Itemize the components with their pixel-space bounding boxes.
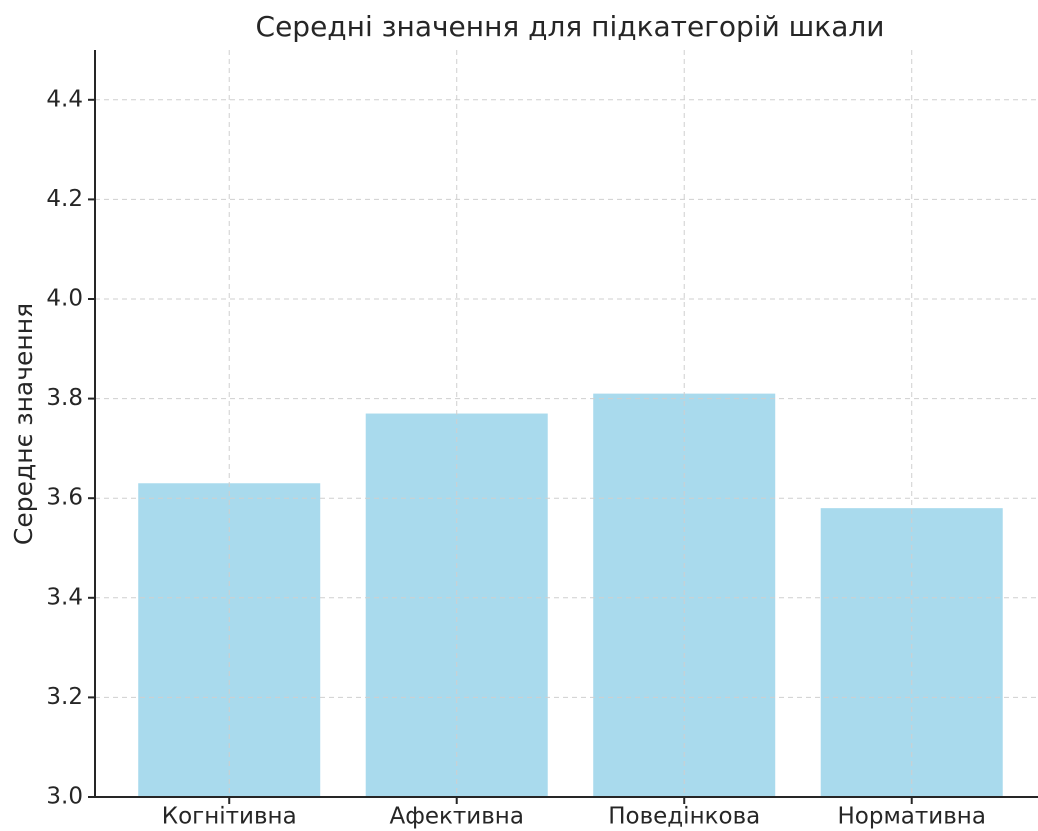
y-tick-label: 3.2 [46,684,83,710]
y-tick-label: 3.4 [46,584,83,610]
x-tick-label: Поведінкова [608,804,760,830]
x-tick-label: Когнітивна [162,804,297,830]
y-tick-label: 4.4 [46,86,83,112]
bar [365,413,548,797]
x-tick-label: Нормативна [837,804,985,830]
y-tick-label: 4.2 [46,186,83,212]
y-tick-label: 4.0 [46,286,83,312]
chart-title: Середні значення для підкатегорій шкали [256,10,885,43]
y-axis-label: Середнє значення [9,303,38,545]
y-tick-label: 3.0 [46,784,83,810]
y-tick-label: 3.6 [46,485,83,511]
y-tick-label: 3.8 [46,385,83,411]
x-tick-label: Афективна [389,804,523,830]
